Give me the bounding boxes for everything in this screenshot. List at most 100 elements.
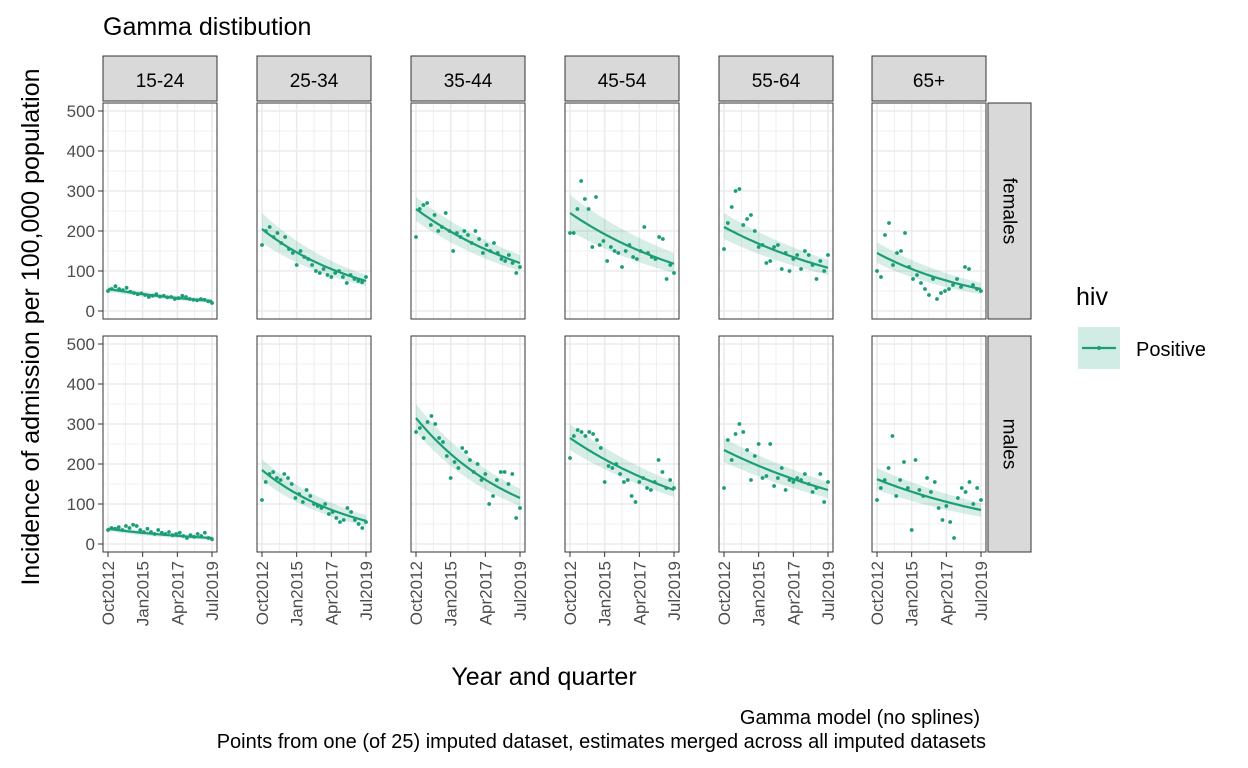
data-point xyxy=(814,277,819,281)
data-point xyxy=(206,536,211,540)
data-point xyxy=(886,466,891,470)
panel-border xyxy=(410,102,526,320)
confidence-ribbon xyxy=(262,459,366,526)
data-point xyxy=(935,297,939,301)
data-point xyxy=(625,478,630,482)
x-tick-label: Oct2012 xyxy=(407,561,426,625)
x-tick-label: Oct2012 xyxy=(561,561,580,625)
data-point xyxy=(278,478,283,482)
data-point xyxy=(488,249,493,253)
x-tick-label: Apr2017 xyxy=(322,561,341,625)
data-point xyxy=(656,458,661,462)
data-point xyxy=(195,298,200,303)
data-point xyxy=(156,528,161,532)
panel-border xyxy=(718,102,834,320)
x-tick-label: Jan2015 xyxy=(750,561,769,626)
data-point xyxy=(514,271,519,275)
data-point xyxy=(340,275,345,279)
data-point xyxy=(810,263,815,267)
data-point xyxy=(356,522,361,526)
data-point xyxy=(571,231,576,235)
data-point xyxy=(772,484,776,488)
data-point xyxy=(180,293,185,298)
y-tick-label: 0 xyxy=(86,302,95,321)
panel-border xyxy=(718,335,834,553)
data-point xyxy=(887,221,891,225)
data-point xyxy=(940,518,945,522)
data-point xyxy=(923,287,927,291)
data-point xyxy=(477,237,482,241)
data-point xyxy=(184,295,188,299)
data-point xyxy=(333,271,338,275)
data-point xyxy=(955,277,959,281)
data-point xyxy=(795,476,800,480)
data-point xyxy=(594,195,598,199)
data-point xyxy=(152,532,157,536)
data-point xyxy=(602,480,607,484)
data-point xyxy=(652,480,657,484)
data-point xyxy=(741,430,746,434)
panel-females-55-64 xyxy=(718,102,834,320)
data-point xyxy=(302,255,307,259)
data-point xyxy=(622,480,626,484)
data-point xyxy=(429,414,434,418)
panel-border xyxy=(564,335,680,553)
x-tick-label: Oct2012 xyxy=(99,561,118,625)
panel-border xyxy=(256,335,372,553)
data-point xyxy=(499,257,504,261)
y-tick-label: 200 xyxy=(67,455,95,474)
data-point xyxy=(518,506,522,510)
data-point xyxy=(492,241,496,245)
x-tick-label: Jan2015 xyxy=(596,561,615,626)
fit-line xyxy=(261,228,367,283)
panel-males-35-44 xyxy=(410,335,526,553)
data-point xyxy=(414,430,418,434)
data-point xyxy=(428,223,433,227)
data-point xyxy=(293,496,298,500)
data-point xyxy=(810,490,815,494)
data-point xyxy=(329,275,334,279)
data-point xyxy=(931,277,935,281)
data-point xyxy=(287,247,291,251)
data-point xyxy=(458,235,463,239)
data-point xyxy=(597,243,602,247)
data-point xyxy=(802,472,807,476)
data-point xyxy=(791,257,796,261)
data-point xyxy=(314,269,318,273)
x-tick-label: Oct2012 xyxy=(715,561,734,625)
data-point xyxy=(668,478,673,482)
row-strip-label-females: females xyxy=(999,178,1020,245)
data-point xyxy=(199,534,204,538)
row-strip-males xyxy=(987,335,1032,553)
data-point xyxy=(473,229,478,233)
data-point xyxy=(417,426,422,430)
data-point xyxy=(283,235,288,239)
data-point xyxy=(120,288,125,293)
data-point xyxy=(932,480,937,484)
data-point xyxy=(437,436,442,440)
data-point xyxy=(633,500,638,504)
data-point xyxy=(414,235,418,239)
data-point xyxy=(911,277,915,281)
strip-15-24 xyxy=(102,55,218,102)
data-point xyxy=(568,231,572,235)
strip-65+ xyxy=(871,55,987,102)
panel-females-65+ xyxy=(871,102,987,320)
data-point xyxy=(895,251,899,255)
confidence-ribbon xyxy=(262,213,366,287)
chart-title: Gamma distibution xyxy=(103,13,311,41)
data-point xyxy=(907,265,911,269)
data-point xyxy=(506,253,511,257)
data-point xyxy=(334,516,339,520)
data-point xyxy=(627,243,632,247)
data-point xyxy=(187,297,192,301)
y-tick-label: 100 xyxy=(67,262,95,281)
data-point xyxy=(271,470,276,474)
data-point xyxy=(822,500,827,504)
fit-line xyxy=(876,252,982,291)
data-point xyxy=(818,472,823,476)
data-point xyxy=(286,476,290,480)
legend-key-point xyxy=(1097,346,1101,350)
data-point xyxy=(963,265,967,269)
data-point xyxy=(132,291,136,295)
